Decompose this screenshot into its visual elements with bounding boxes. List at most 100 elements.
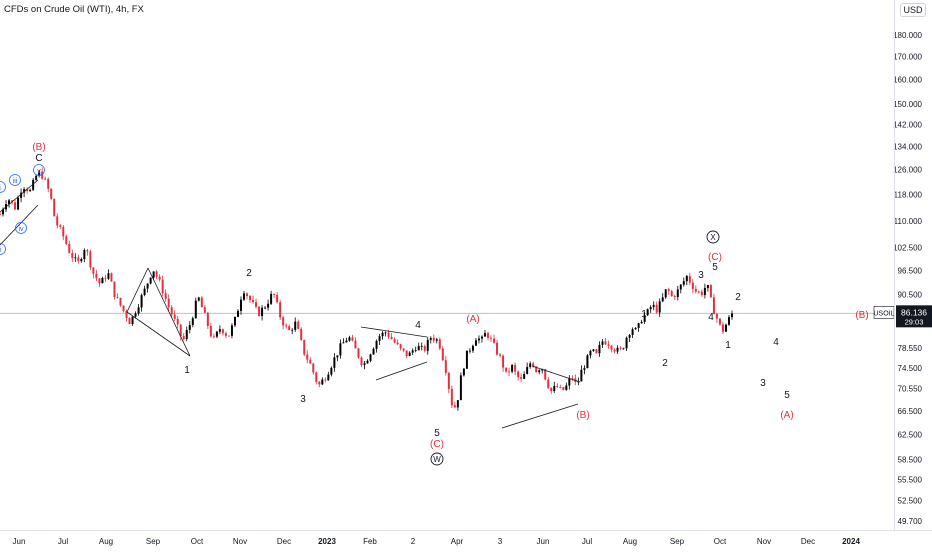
candle-body	[432, 337, 435, 341]
candle-body	[426, 339, 429, 351]
candle-body	[685, 275, 688, 282]
candle-body	[92, 267, 95, 274]
candle-body	[706, 285, 709, 288]
y-tick-label: 78.550	[898, 344, 923, 353]
trendline	[0, 204, 39, 246]
candle-body	[556, 386, 559, 388]
candle-body	[471, 345, 474, 351]
candle-body	[637, 323, 640, 329]
candle-body	[459, 375, 462, 401]
price-tag-value: 86.136	[901, 307, 927, 317]
candle-body	[17, 197, 20, 210]
price-countdown: 29:03	[905, 317, 924, 326]
x-tick-label: Jul	[582, 537, 592, 546]
symbol-tag-label: USOIL	[873, 310, 894, 317]
wave-label-x: X	[710, 233, 716, 242]
candle-body	[26, 189, 29, 192]
candle-body	[267, 303, 270, 308]
candle-body	[83, 250, 86, 260]
currency-button[interactable]: USD	[900, 3, 926, 17]
candle-body	[161, 279, 164, 294]
candle-body	[688, 275, 691, 283]
candle-body	[583, 368, 586, 370]
y-tick-label: 170.000	[893, 53, 922, 62]
candle-body	[14, 202, 17, 210]
candle-body	[303, 339, 306, 355]
candle-body	[351, 337, 354, 341]
x-tick-label: Jun	[537, 537, 550, 546]
candle-body	[474, 340, 477, 346]
subwave-label: ii	[0, 247, 2, 254]
candle-body	[703, 287, 706, 296]
candle-body	[511, 365, 514, 372]
candle-body	[646, 309, 649, 316]
candle-body	[526, 367, 529, 374]
candle-body	[324, 379, 327, 381]
candle-body	[670, 291, 673, 297]
candle-body	[547, 379, 550, 388]
candle-body	[628, 335, 631, 338]
candle-body	[188, 325, 191, 331]
candle-body	[312, 363, 315, 373]
trendline	[147, 267, 191, 357]
candle-body	[65, 236, 68, 244]
candle-body	[176, 318, 179, 325]
candle-body	[104, 277, 107, 279]
candle-body	[682, 281, 685, 285]
y-tick-label: 110.000	[894, 217, 923, 226]
candle-body	[119, 297, 122, 306]
candle-body	[384, 332, 387, 334]
x-tick-label: Jun	[13, 537, 26, 546]
candle-body	[673, 296, 676, 298]
candle-body	[483, 333, 486, 337]
candle-body	[499, 354, 502, 356]
candle-body	[264, 307, 267, 309]
candle-body	[155, 271, 158, 277]
candle-body	[29, 189, 32, 192]
candle-body	[191, 318, 194, 326]
candle-body	[149, 277, 152, 284]
candle-body	[194, 300, 197, 319]
candle-body	[366, 360, 369, 364]
candle-body	[544, 369, 547, 380]
candle-body	[571, 378, 574, 380]
candle-body	[405, 350, 408, 357]
candle-body	[285, 325, 288, 327]
price-axis-divider	[894, 0, 895, 530]
y-tick-label: 49.700	[898, 517, 923, 526]
subwave-label: i	[0, 185, 1, 192]
subwave-circle	[0, 181, 6, 193]
candle-body	[333, 357, 336, 368]
candle-body	[502, 355, 505, 368]
wave-label-b-proj: (B)	[855, 310, 868, 321]
candle-body	[493, 338, 496, 343]
candle-body	[532, 363, 535, 367]
candle-body	[321, 379, 324, 385]
candle-body	[607, 344, 610, 346]
candle-body	[300, 328, 303, 340]
candle-body	[393, 339, 396, 343]
candle-body	[291, 329, 294, 331]
candle-body	[622, 348, 625, 350]
candle-body	[604, 341, 607, 345]
candle-body	[276, 294, 279, 303]
candle-body	[288, 326, 291, 330]
y-tick-label: 55.500	[898, 475, 923, 484]
candle-body	[170, 307, 173, 315]
candle-body	[529, 363, 532, 368]
candle-body	[553, 386, 556, 392]
candle-body	[538, 370, 541, 373]
candle-body	[616, 347, 619, 352]
y-tick-label: 150.000	[893, 100, 922, 109]
trendline	[531, 365, 581, 383]
candle-body	[517, 371, 520, 378]
trendline	[126, 311, 191, 357]
candle-body	[613, 349, 616, 352]
candle-body	[381, 332, 384, 337]
candle-body	[697, 291, 700, 293]
candle-body	[227, 335, 230, 337]
wave-circle-x	[706, 230, 720, 244]
candle-body	[2, 209, 5, 215]
